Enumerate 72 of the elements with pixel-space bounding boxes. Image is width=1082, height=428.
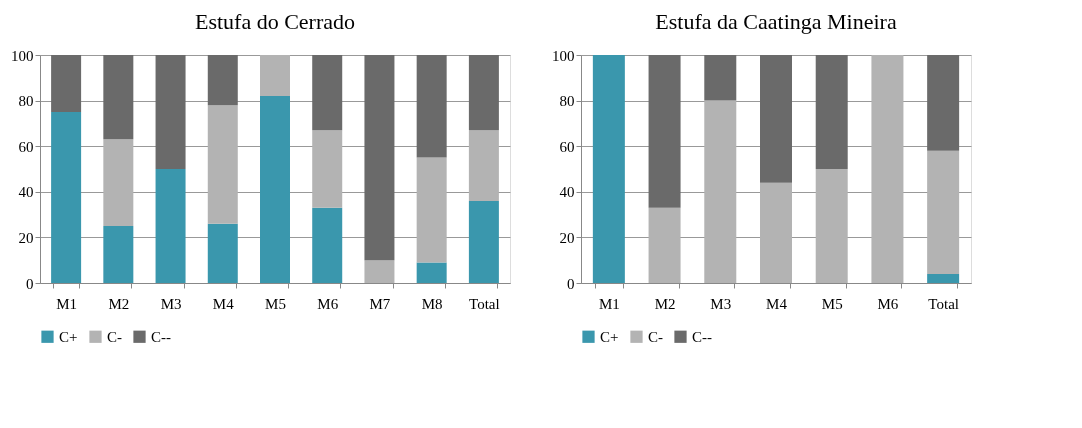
- bar: [416, 157, 447, 263]
- y-tick-label: 40: [18, 184, 34, 201]
- y-tick-label: 20: [18, 229, 34, 246]
- x-tick-label: M5: [821, 295, 843, 312]
- y-tick-label: 100: [11, 47, 34, 64]
- bar: [364, 260, 395, 283]
- x-tick-label: M3: [160, 295, 182, 312]
- bar: [592, 55, 625, 283]
- bar: [103, 139, 134, 226]
- x-tick-label: M5: [265, 295, 286, 312]
- chart-title: Estufa da Caatinga Mineira: [655, 9, 897, 34]
- bar: [260, 96, 290, 283]
- bar: [871, 55, 904, 283]
- bar: [260, 55, 290, 97]
- y-tick-label: 80: [559, 93, 575, 110]
- bar: [468, 55, 499, 131]
- legend-label: C-: [648, 328, 663, 345]
- bar: [312, 130, 343, 208]
- bar: [704, 100, 737, 283]
- bar: [704, 55, 737, 101]
- x-tick-label: M1: [56, 295, 78, 312]
- x-tick-label: Total: [928, 295, 959, 312]
- bar: [416, 55, 447, 158]
- y-tick-label: 60: [559, 138, 575, 155]
- y-tick-label: 0: [567, 275, 575, 292]
- bar: [155, 169, 186, 283]
- bar: [648, 207, 681, 283]
- x-tick-label: M6: [877, 295, 899, 312]
- bar: [51, 55, 82, 112]
- bar: [927, 273, 960, 283]
- bar: [815, 55, 848, 169]
- legend-label: C+: [59, 328, 78, 345]
- legend-label: C+: [600, 328, 619, 345]
- bar: [312, 55, 343, 131]
- legend-label: C-: [107, 328, 122, 345]
- x-tick-label: M3: [710, 295, 732, 312]
- chart-title: Estufa do Cerrado: [194, 9, 356, 34]
- bar: [155, 55, 186, 169]
- y-tick-label: 20: [559, 229, 575, 246]
- bar: [103, 55, 134, 140]
- legend-label: C--: [151, 328, 171, 345]
- x-tick-label: M4: [212, 295, 235, 312]
- x-tick-label: M2: [654, 295, 676, 312]
- bar: [815, 169, 848, 283]
- x-tick-label: M6: [317, 295, 339, 312]
- x-tick-label: Total: [469, 295, 500, 312]
- bar: [103, 226, 134, 283]
- y-tick-label: 40: [559, 184, 575, 201]
- legend-label: C--: [692, 328, 712, 345]
- bar: [207, 105, 238, 224]
- y-tick-label: 80: [18, 93, 34, 110]
- bar: [51, 112, 82, 283]
- bar: [416, 262, 447, 283]
- x-tick-label: M8: [421, 295, 443, 312]
- bar: [468, 200, 499, 283]
- x-tick-label: M1: [598, 295, 620, 312]
- bar: [364, 55, 395, 261]
- bar: [648, 55, 681, 208]
- bar: [927, 55, 960, 151]
- x-tick-label: M2: [108, 295, 130, 312]
- bar: [207, 223, 238, 283]
- bar: [760, 182, 792, 283]
- y-tick-label: 100: [552, 47, 575, 64]
- bar: [207, 55, 238, 106]
- y-tick-label: 60: [18, 138, 34, 155]
- bar: [468, 130, 499, 201]
- x-tick-label: M7: [369, 295, 391, 312]
- y-tick-label: 0: [26, 275, 34, 292]
- bar: [927, 150, 960, 274]
- bar: [312, 207, 343, 283]
- x-tick-label: M4: [766, 295, 788, 312]
- bar: [760, 55, 792, 183]
